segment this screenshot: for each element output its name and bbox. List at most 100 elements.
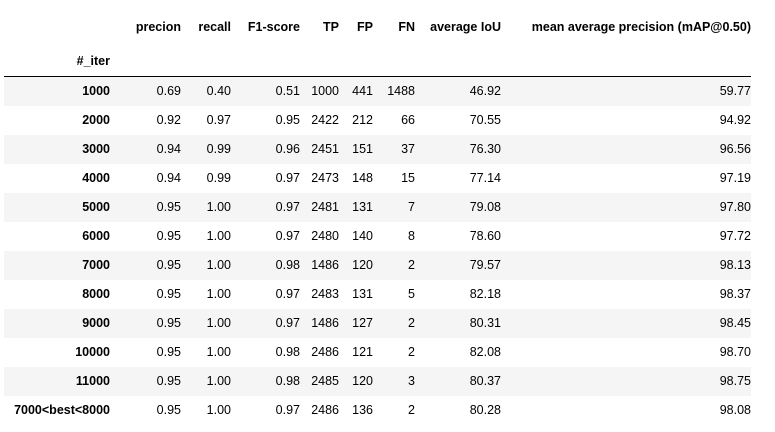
cell-map: 98.70 xyxy=(719,345,751,359)
corner-cell xyxy=(4,8,116,46)
cell-average-iou: 77.14 xyxy=(469,171,501,185)
cell-fn: 3 xyxy=(408,374,415,388)
table-row: 1000 0.69 0.40 0.51 1000 441 1488 46.92 59.77 xyxy=(4,76,751,106)
empty-header-cell xyxy=(339,46,373,77)
cell-tp: 2473 xyxy=(311,171,339,185)
row-index: 5000 xyxy=(82,200,110,214)
cell-recall: 1.00 xyxy=(206,200,231,214)
cell-recall: 0.99 xyxy=(206,171,231,185)
cell-f1-score: 0.51 xyxy=(275,84,300,99)
cell-tp: 2422 xyxy=(311,113,339,127)
cell-f1-score: 0.97 xyxy=(275,200,300,214)
cell-map: 97.19 xyxy=(719,171,751,185)
cell-recall: 1.00 xyxy=(206,403,231,417)
cell-map: 97.80 xyxy=(719,200,751,214)
cell-average-iou: 80.37 xyxy=(469,374,501,388)
cell-precion: 0.95 xyxy=(156,374,181,388)
cell-map: 96.56 xyxy=(719,142,751,156)
row-index: 7000<best<8000 xyxy=(14,403,110,417)
table-row: 7000<best<8000 0.95 1.00 0.97 2486 136 2 80.28 9… xyxy=(4,395,751,425)
column-header-f1-score: F1-score xyxy=(247,20,300,34)
table-row: 5000 0.95 1.00 0.97 2481 131 7 79.08 97.80 xyxy=(4,192,751,222)
column-header-precion: precion xyxy=(135,20,181,34)
cell-average-iou: 80.31 xyxy=(469,316,501,330)
cell-map: 97.72 xyxy=(719,229,751,243)
row-index: 7000 xyxy=(82,258,110,272)
empty-header-cell xyxy=(116,46,181,77)
cell-f1-score: 0.98 xyxy=(275,345,300,359)
index-name: #_iter xyxy=(76,54,110,68)
cell-map: 98.37 xyxy=(719,287,751,301)
empty-header-cell xyxy=(300,46,339,77)
cell-tp: 2486 xyxy=(311,345,339,359)
cell-f1-score: 0.98 xyxy=(275,258,300,272)
cell-recall: 1.00 xyxy=(206,229,231,243)
cell-fp: 120 xyxy=(352,258,373,272)
cell-precion: 0.92 xyxy=(156,113,181,127)
row-index: 2000 xyxy=(82,113,110,127)
cell-average-iou: 82.08 xyxy=(469,345,501,359)
table-row: 3000 0.94 0.99 0.96 2451 151 37 76.30 96.56 xyxy=(4,134,751,164)
cell-fp: 441 xyxy=(352,84,373,99)
cell-f1-score: 0.96 xyxy=(275,142,300,156)
table-row: 7000 0.95 1.00 0.98 1486 120 2 79.57 98.13 xyxy=(4,250,751,280)
table-row: 4000 0.94 0.99 0.97 2473 148 15 77.14 97.19 xyxy=(4,163,751,193)
cell-precion: 0.94 xyxy=(156,171,181,185)
cell-f1-score: 0.97 xyxy=(275,171,300,185)
cell-fn: 7 xyxy=(408,200,415,214)
cell-precion: 0.95 xyxy=(156,287,181,301)
cell-fn: 2 xyxy=(408,316,415,330)
cell-precion: 0.94 xyxy=(156,142,181,156)
cell-average-iou: 82.18 xyxy=(469,287,501,301)
cell-tp: 2480 xyxy=(311,229,339,243)
cell-fp: 120 xyxy=(352,374,373,388)
cell-recall: 1.00 xyxy=(206,316,231,330)
table-header: precion recall F1-score TP FP FN average… xyxy=(4,8,751,77)
empty-header-cell xyxy=(181,46,231,77)
cell-recall: 0.99 xyxy=(206,142,231,156)
cell-precion: 0.69 xyxy=(156,84,181,99)
cell-fn: 2 xyxy=(408,345,415,359)
cell-fp: 212 xyxy=(352,113,373,127)
row-index: 3000 xyxy=(82,142,110,156)
cell-tp: 2451 xyxy=(311,142,339,156)
row-index: 4000 xyxy=(82,171,110,185)
table-body: 1000 0.69 0.40 0.51 1000 441 1488 46.92 59.77 200… xyxy=(4,76,751,425)
results-table: precion recall F1-score TP FP FN average… xyxy=(4,8,751,425)
cell-fp: 140 xyxy=(352,229,373,243)
cell-fp: 131 xyxy=(352,200,373,214)
cell-recall: 0.40 xyxy=(206,84,231,99)
table-row: 8000 0.95 1.00 0.97 2483 131 5 82.18 98.37 xyxy=(4,279,751,309)
cell-recall: 1.00 xyxy=(206,287,231,301)
table-row: 9000 0.95 1.00 0.97 1486 127 2 80.31 98.45 xyxy=(4,308,751,338)
cell-recall: 1.00 xyxy=(206,345,231,359)
column-header-recall: recall xyxy=(198,20,231,34)
cell-map: 59.77 xyxy=(719,84,751,99)
cell-tp: 2483 xyxy=(311,287,339,301)
cell-average-iou: 46.92 xyxy=(469,84,501,99)
row-index: 11000 xyxy=(75,374,110,388)
cell-tp: 2485 xyxy=(311,374,339,388)
cell-fp: 127 xyxy=(352,316,373,330)
cell-recall: 1.00 xyxy=(206,258,231,272)
cell-tp: 1000 xyxy=(311,84,339,99)
cell-average-iou: 79.08 xyxy=(469,200,501,214)
cell-f1-score: 0.97 xyxy=(275,229,300,243)
cell-average-iou: 78.60 xyxy=(469,229,501,243)
cell-average-iou: 76.30 xyxy=(469,142,501,156)
cell-map: 98.45 xyxy=(719,316,751,330)
cell-tp: 1486 xyxy=(311,258,339,272)
cell-fn: 8 xyxy=(408,229,415,243)
empty-header-cell xyxy=(501,46,751,77)
table-row: 11000 0.95 1.00 0.98 2485 120 3 80.37 98.75 xyxy=(4,366,751,396)
row-index: 10000 xyxy=(75,345,110,359)
index-name-row: #_iter xyxy=(4,46,751,77)
cell-average-iou: 79.57 xyxy=(469,258,501,272)
cell-f1-score: 0.98 xyxy=(275,374,300,388)
cell-fn: 2 xyxy=(408,258,415,272)
table-row: 2000 0.92 0.97 0.95 2422 212 66 70.55 94.92 xyxy=(4,105,751,135)
cell-precion: 0.95 xyxy=(156,258,181,272)
column-header-fp: FP xyxy=(357,20,373,34)
cell-average-iou: 80.28 xyxy=(469,403,501,417)
cell-fn: 2 xyxy=(408,403,415,417)
